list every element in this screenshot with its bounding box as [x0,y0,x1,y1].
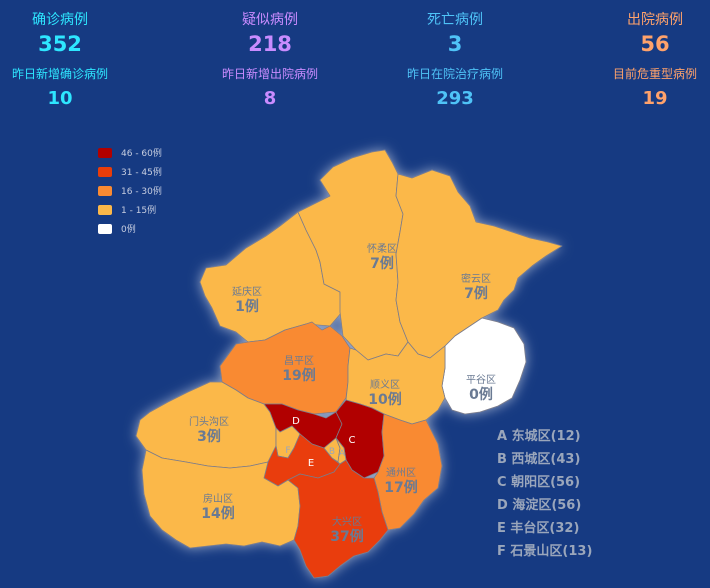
stat-value: 352 [38,32,82,56]
district-count-shunyi: 10例 [368,391,401,408]
stat-block: 确诊病例 352 昨日新增确诊病例 10 [0,12,135,110]
stat-block: 疑似病例 218 昨日新增出院病例 8 [195,12,345,110]
stat-value: 218 [248,32,292,56]
stat-sub-label: 昨日新增出院病例 [221,67,318,81]
stat-label: 出院病例 [627,12,683,28]
district-count-mentougou: 3例 [197,428,221,445]
map-legend: 46 - 60例 31 - 45例 16 - 30例 1 - 15例 0例 [98,143,162,238]
stat-block: 出院病例 56 目前危重型病例 19 [580,12,710,110]
legend-swatch [98,147,112,158]
district-name-pinggu: 平谷区 [466,374,496,386]
district-letter-chaoyang: C [349,435,356,446]
stat-label: 确诊病例 [32,12,88,28]
key-list-item: E 丰台区(32) [497,521,580,536]
district-count-tongzhou: 17例 [384,479,417,496]
district-name-yanqing: 延庆区 [232,285,262,298]
district-count-huairou: 7例 [370,255,394,272]
stat-value: 56 [640,32,670,56]
stat-sub-label: 昨日新增确诊病例 [11,67,108,81]
legend-label: 1 - 15例 [121,206,157,216]
legend-item[interactable]: 0例 [98,219,162,238]
district-name-tongzhou: 通州区 [386,467,416,479]
district-key-list: A 东城区(12) B 西城区(43) C 朝阳区(56) D 海淀区(56) E 丰台… [497,428,592,566]
district-miyun[interactable] [395,169,563,359]
key-list-item: F 石景山区(13) [497,544,593,559]
district-letter-shijingshan: F [285,446,290,456]
legend-label: 0例 [121,225,136,235]
legend-swatch [98,185,112,196]
key-list-item: B 西城区(43) [497,452,581,467]
district-letter-haidian: D [292,416,300,427]
key-list-item: D 海淀区(56) [497,498,582,513]
legend-item[interactable]: 1 - 15例 [98,200,162,219]
stat-block: 死亡病例 3 昨日在院治疗病例 293 [380,12,530,110]
district-count-fangshan: 14例 [201,505,234,522]
district-count-pinggu: 0例 [469,386,493,403]
district-name-daxing: 大兴区 [332,515,362,528]
district-letter-fengtai: E [308,458,314,469]
legend-label: 46 - 60例 [121,149,162,159]
legend-label: 31 - 45例 [121,168,162,178]
stat-sub-value: 293 [436,88,474,109]
stat-label: 疑似病例 [242,12,298,28]
legend-label: 16 - 30例 [121,187,162,197]
district-tongzhou[interactable] [373,413,443,531]
district-daxing[interactable] [287,459,389,579]
district-name-fangshan: 房山区 [203,492,233,505]
district-name-shunyi: 顺义区 [370,379,400,391]
district-name-miyun: 密云区 [461,272,491,285]
district-count-daxing: 37例 [330,528,363,545]
stat-sub-value: 19 [642,88,668,109]
legend-swatch [98,166,112,177]
legend-item[interactable]: 16 - 30例 [98,181,162,200]
stat-label: 死亡病例 [427,12,483,28]
legend-swatch [98,223,112,234]
stat-sub-value: 8 [263,88,277,109]
stat-value: 3 [447,32,463,56]
legend-item[interactable]: 31 - 45例 [98,162,162,181]
key-list-item: A 东城区(12) [497,429,581,444]
district-count-yanqing: 1例 [235,298,259,315]
district-count-miyun: 7例 [464,285,488,302]
district-name-huairou: 怀柔区 [367,243,397,255]
stat-sub-label: 目前危重型病例 [612,67,697,81]
key-list-item: C 朝阳区(56) [497,475,581,490]
stat-sub-value: 10 [47,88,73,109]
district-name-mentougou: 门头沟区 [189,415,229,428]
district-pinggu[interactable] [441,317,527,415]
legend-swatch [98,204,112,215]
district-name-changping: 昌平区 [284,355,314,367]
district-letter-dongcheng: A [339,449,346,459]
stat-sub-label: 昨日在院治疗病例 [406,67,503,81]
legend-item[interactable]: 46 - 60例 [98,143,162,162]
district-count-changping: 19例 [282,367,315,384]
district-letter-xicheng: B [329,447,335,457]
